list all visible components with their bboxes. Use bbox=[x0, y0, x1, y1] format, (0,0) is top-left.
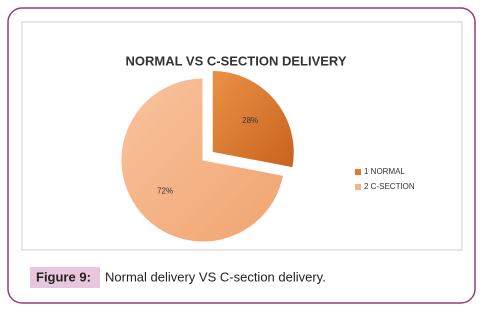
caption-label-bg bbox=[30, 267, 100, 288]
legend-swatch bbox=[355, 184, 361, 190]
pie-slice bbox=[211, 69, 295, 169]
data-label: 72% bbox=[157, 186, 173, 195]
caption-text: Normal delivery VS C-section delivery. bbox=[105, 269, 326, 284]
caption-label: Figure 9: bbox=[36, 269, 91, 284]
chart-title: NORMAL VS C-SECTION DELIVERY bbox=[125, 53, 346, 68]
pie-slice bbox=[120, 77, 285, 243]
legend-swatch bbox=[355, 169, 361, 175]
data-label: 28% bbox=[242, 116, 258, 125]
legend-label: 1 NORMAL bbox=[364, 167, 405, 176]
legend-label: 2 C-SECTION bbox=[364, 182, 415, 191]
